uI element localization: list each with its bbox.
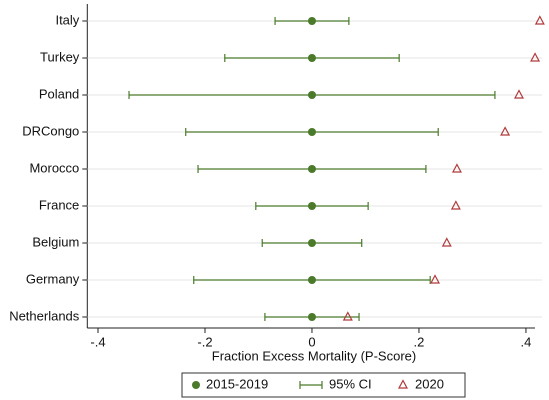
legend-symbol [192,381,200,389]
point-2015-2019 [307,17,316,25]
point-2015-2019 [307,239,316,247]
point-2015-2019 [307,202,316,210]
point-2020 [530,52,541,62]
point-2015-2019 [307,54,316,62]
point-2015-2019 [307,276,316,284]
legend-label: 2020 [415,376,444,391]
y-tick-label: Turkey [40,49,80,64]
legend-label: 2015-2019 [206,376,268,391]
point-2015-2019 [307,91,316,99]
x-axis-title: Fraction Excess Mortality (P-Score) [212,348,416,363]
x-tick-label: -.2 [197,334,212,349]
point-2020 [534,15,545,25]
y-tick-label: Italy [55,12,79,27]
y-tick-label: DRCongo [22,123,79,138]
point-2020 [451,163,462,173]
point-2020 [500,126,511,136]
legend-box [181,372,466,398]
point-2020 [342,311,353,321]
x-tick-label: .4 [521,334,532,349]
x-tick-label: .2 [414,334,425,349]
point-2015-2019 [307,128,316,136]
point-2020 [430,274,441,284]
point-2015-2019 [307,313,316,321]
point-2020 [513,89,524,99]
y-tick-label: Belgium [32,234,79,249]
point-2015-2019 [307,165,316,173]
legend-label: 95% CI [329,376,372,391]
point-2020 [450,200,461,210]
y-tick-label: Germany [26,271,80,286]
y-tick-label: Netherlands [9,308,80,323]
legend-symbol [398,379,408,389]
point-2020 [441,237,452,247]
y-tick-label: France [39,197,79,212]
y-tick-label: Poland [39,86,79,101]
x-tick-label: 0 [308,334,315,349]
y-tick-label: Morocco [29,160,79,175]
x-tick-label: -.4 [90,334,105,349]
